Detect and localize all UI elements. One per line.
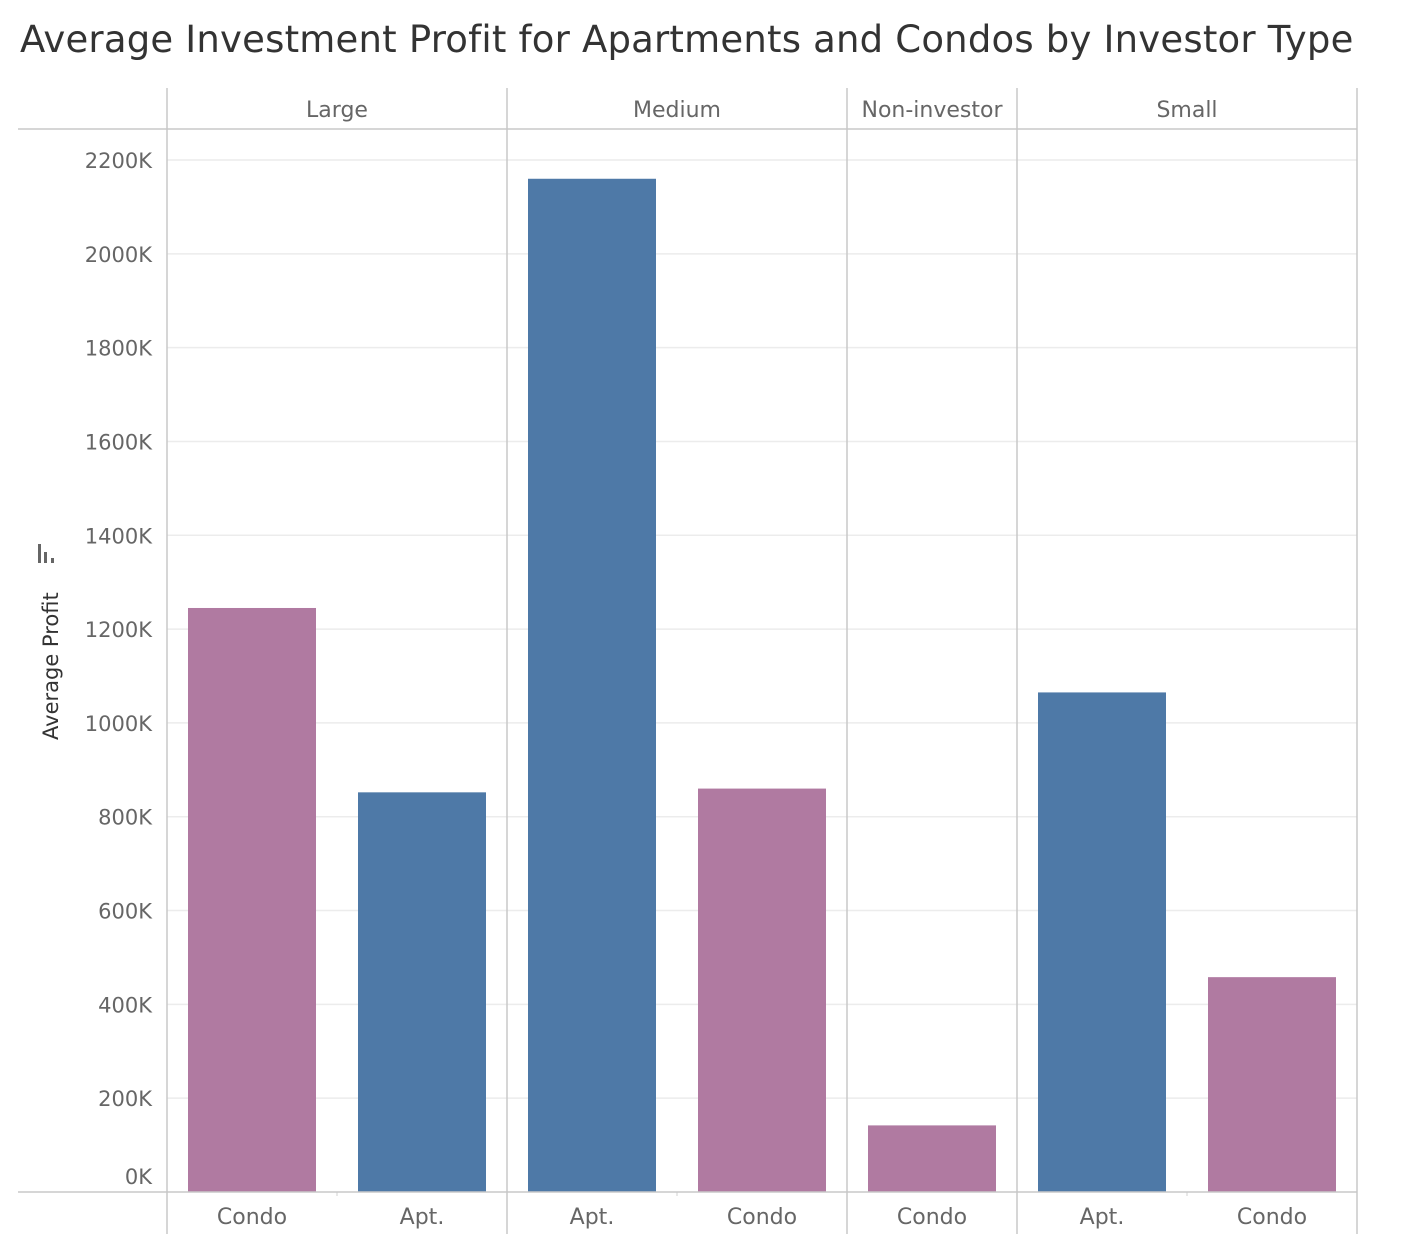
y-tick-label: 1600K <box>85 430 153 454</box>
bar-large-apt <box>358 792 486 1192</box>
bar-small-condo <box>1208 977 1336 1192</box>
x-category-label: Condo <box>897 1205 967 1230</box>
y-tick-label: 1200K <box>85 618 153 642</box>
bar-small-apt <box>1038 692 1166 1192</box>
y-tick-label: 1400K <box>85 524 153 548</box>
y-tick-label: 1000K <box>85 712 153 736</box>
y-tick-label: 2000K <box>85 243 153 267</box>
x-category-label: Condo <box>727 1205 797 1230</box>
y-tick-label: 2200K <box>85 149 153 173</box>
x-category-label: Apt. <box>1080 1205 1125 1230</box>
x-category-label: Apt. <box>400 1205 445 1230</box>
y-tick-label: 800K <box>98 806 153 830</box>
y-axis-title: Average Profit <box>39 592 63 740</box>
bars <box>188 178 1336 1192</box>
chart-frame <box>18 88 1358 1234</box>
bar-non-investor-condo <box>868 1125 996 1192</box>
y-tick-label: 1800K <box>85 337 153 361</box>
x-category-label: Apt. <box>570 1205 615 1230</box>
panel-header-label: Non-investor <box>861 98 1003 123</box>
bar-medium-apt <box>528 178 656 1192</box>
x-category-label: Condo <box>1237 1205 1307 1230</box>
y-tick-label: 200K <box>98 1087 153 1111</box>
panel-header-label: Medium <box>633 98 721 123</box>
bar-large-condo <box>188 607 316 1192</box>
panel-header-label: Large <box>306 98 368 123</box>
chart-title: Average Investment Profit for Apartments… <box>20 18 1354 61</box>
panel-header-label: Small <box>1156 98 1217 123</box>
y-tick-label: 0K <box>125 1165 153 1189</box>
x-category-label: Condo <box>217 1205 287 1230</box>
sort-icon[interactable] <box>38 544 54 563</box>
y-axis: 0K 200K 400K 600K 800K 1000K 1200K 1400K 1600K 18… <box>38 149 153 1189</box>
labels: Condo Apt. Large Apt. Condo Medium Condo Non-in… <box>217 98 1307 1230</box>
y-tick-label: 400K <box>98 993 153 1017</box>
bar-medium-condo <box>698 788 826 1192</box>
y-tick-label: 600K <box>98 900 153 924</box>
